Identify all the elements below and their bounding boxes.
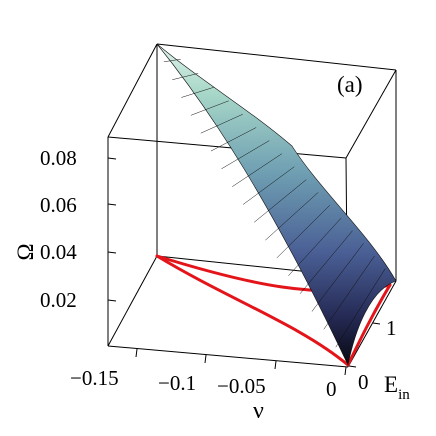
mesh-line xyxy=(232,153,283,187)
z-tick-label: 0.04 xyxy=(40,240,77,264)
mesh-line xyxy=(311,243,364,312)
z-axis: 0.08 0.06 0.04 0.02 Ω xyxy=(13,146,117,312)
mesh-line xyxy=(242,166,295,205)
x-axis-label: ν xyxy=(253,398,264,424)
z-tick-label: 0.06 xyxy=(40,193,77,217)
x-tick-label: 0 xyxy=(326,377,337,401)
mesh-line xyxy=(221,140,270,170)
box-back-edges xyxy=(107,43,397,282)
x-tick-label: −0.1 xyxy=(158,371,196,395)
y-axis-label: Ein xyxy=(384,372,410,403)
mesh-line xyxy=(323,255,375,330)
z-tick-label: 0.08 xyxy=(40,146,77,170)
y-tick-label: 1 xyxy=(386,316,397,340)
panel-label: (a) xyxy=(337,72,363,97)
x-tick-label: −0.05 xyxy=(217,374,266,398)
projection-curve-lower xyxy=(155,254,350,367)
surface-mesh xyxy=(163,58,386,348)
y-axis-label-sub: in xyxy=(398,387,410,403)
mesh-line xyxy=(163,58,181,63)
mesh-line xyxy=(299,230,353,294)
mesh-line xyxy=(254,179,307,223)
projection-curve-return xyxy=(346,283,392,367)
mesh-line xyxy=(210,127,257,152)
y-tick-label: 0 xyxy=(358,370,369,394)
z-axis-label: Ω xyxy=(13,243,38,260)
surface xyxy=(156,43,397,366)
y-axis-label-base: E xyxy=(384,372,398,397)
mesh-line xyxy=(190,100,229,116)
x-tick-label: −0.15 xyxy=(70,366,119,390)
mesh-line xyxy=(276,205,330,259)
mesh-line xyxy=(288,217,342,276)
mesh-line xyxy=(200,113,243,134)
mesh-line xyxy=(181,86,215,98)
surface-patch xyxy=(156,43,397,366)
mesh-line xyxy=(335,268,386,348)
z-tick-label: 0.02 xyxy=(40,288,77,312)
x-axis: −0.15 −0.1 −0.05 0 ν xyxy=(70,348,347,424)
y-axis: 0 1 Ein xyxy=(348,316,410,403)
box-floor-edges xyxy=(107,255,397,368)
mesh-line xyxy=(172,73,199,80)
mesh-line xyxy=(265,192,319,241)
